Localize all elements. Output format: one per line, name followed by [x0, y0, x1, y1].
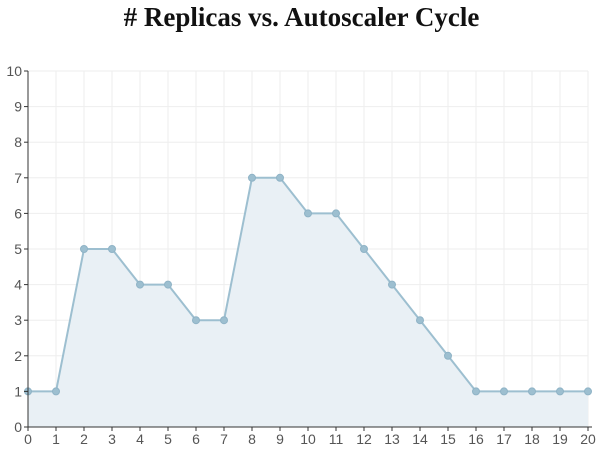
data-point: [360, 245, 368, 253]
x-tick-label: 11: [329, 431, 344, 447]
x-tick-label: 9: [276, 431, 284, 447]
y-tick-label: 8: [14, 134, 22, 150]
series-area: [28, 177, 588, 427]
x-tick-label: 13: [384, 431, 400, 447]
x-tick-label: 14: [412, 431, 428, 447]
y-tick-label: 0: [14, 419, 22, 435]
chart-title: # Replicas vs. Autoscaler Cycle: [123, 2, 480, 32]
data-point: [108, 245, 116, 253]
x-tick-label: 16: [468, 431, 484, 447]
data-point: [584, 387, 592, 396]
x-tick-label: 10: [300, 431, 316, 447]
x-tick-label: 1: [52, 431, 60, 447]
y-tick-label: 2: [14, 348, 22, 364]
data-point: [52, 387, 60, 396]
y-tick-label: 7: [14, 170, 22, 186]
axes: [24, 70, 592, 431]
x-tick-label: 17: [496, 431, 512, 447]
x-tick-label: 20: [580, 431, 596, 447]
data-point: [500, 387, 508, 396]
data-point: [528, 387, 536, 396]
data-point: [472, 387, 480, 396]
y-tick-label: 9: [14, 99, 22, 115]
x-tick-labels: 0 1 2 3 4 5 6 7 8 9 10 11 12 13 14 15 16 17 18 19 20: [24, 431, 596, 447]
data-point: [248, 173, 256, 182]
y-tick-labels: 0 1 2 3 4 5 6 7 8 9 10: [6, 63, 22, 435]
data-point: [164, 280, 172, 289]
y-tick-label: 1: [14, 383, 22, 399]
data-point: [80, 245, 88, 253]
data-point: [332, 209, 340, 218]
y-tick-label: 3: [14, 312, 22, 328]
data-point: [556, 387, 564, 396]
data-point: [136, 280, 144, 289]
x-tick-label: 0: [24, 431, 32, 447]
data-point: [276, 173, 284, 182]
data-point: [220, 316, 228, 325]
x-tick-label: 2: [80, 431, 88, 447]
x-tick-label: 18: [524, 431, 540, 447]
y-tick-label: 6: [14, 205, 22, 221]
y-tick-label: 4: [14, 277, 22, 293]
x-tick-label: 7: [220, 431, 228, 447]
x-tick-label: 8: [248, 431, 256, 447]
data-point: [388, 280, 396, 289]
data-point: [192, 316, 200, 325]
x-tick-label: 5: [164, 431, 172, 447]
data-point: [444, 351, 452, 360]
x-tick-label: 4: [136, 431, 144, 447]
data-point: [304, 209, 312, 218]
x-tick-label: 19: [552, 431, 568, 447]
data-point: [416, 316, 424, 325]
x-tick-label: 6: [192, 431, 200, 447]
x-tick-label: 15: [440, 431, 456, 447]
y-tick-label: 10: [6, 63, 22, 79]
x-tick-label: 3: [108, 431, 116, 447]
y-tick-label: 5: [14, 241, 22, 257]
x-tick-label: 12: [356, 431, 372, 447]
